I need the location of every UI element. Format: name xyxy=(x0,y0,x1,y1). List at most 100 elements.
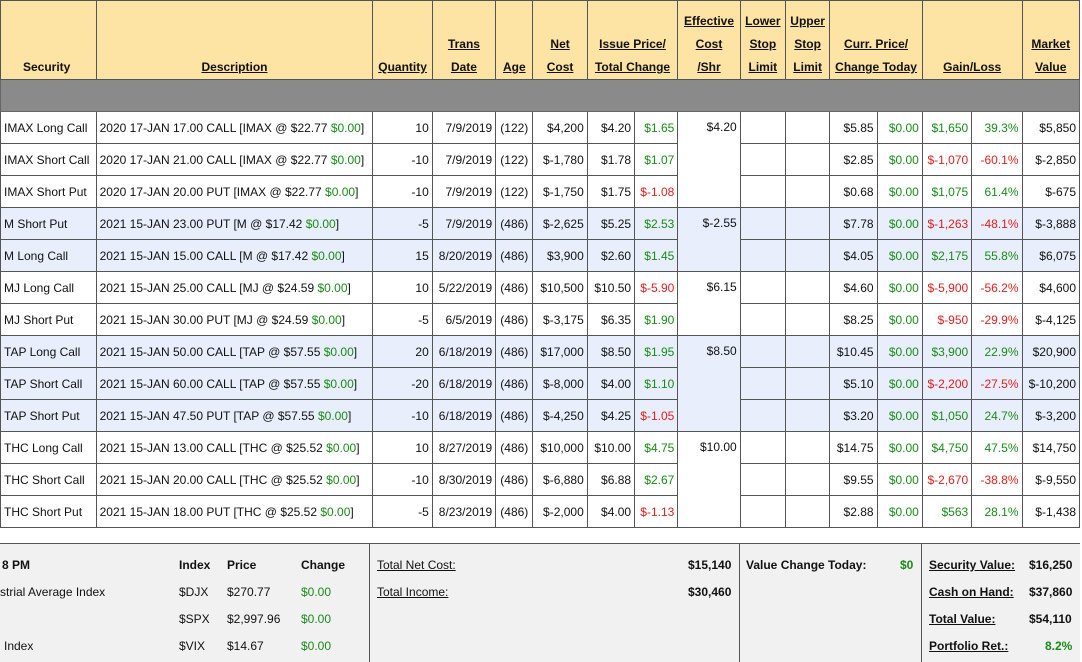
upper-stop-cell[interactable] xyxy=(784,271,831,304)
col-net-cost[interactable]: Net Cost xyxy=(532,0,588,80)
col-trans-date[interactable]: Trans Date xyxy=(431,0,497,80)
effective-cost-header-line2[interactable]: Cost xyxy=(695,37,723,51)
quantity-cell: -10 xyxy=(372,463,433,496)
total-change-cell: $1.95 xyxy=(634,335,679,368)
net-cost-cell: $4,200 xyxy=(532,111,588,144)
upper-stop-cell[interactable] xyxy=(784,175,831,208)
market-value-cell: $-10,200 xyxy=(1021,367,1080,400)
trans-date-header-line2[interactable]: Date xyxy=(450,60,477,74)
col-description[interactable]: Description xyxy=(95,0,374,80)
effective-cost-header-line3[interactable]: /Shr xyxy=(697,60,721,74)
lower-stop-header-line1[interactable]: Lower xyxy=(745,14,781,28)
description-header-link[interactable]: Description xyxy=(201,60,268,74)
lower-stop-cell[interactable] xyxy=(739,111,786,144)
position-row: THC Short Put 2021 15-JAN 18.00 PUT [THC … xyxy=(0,495,1080,528)
col-upper-stop[interactable]: Upper Stop Limit xyxy=(784,0,831,80)
upper-stop-cell[interactable] xyxy=(784,463,831,496)
col-gain-loss[interactable]: Gain/Loss xyxy=(921,0,1023,80)
index-header: Index xyxy=(179,558,211,572)
upper-stop-cell[interactable] xyxy=(784,431,831,464)
upper-stop-cell[interactable] xyxy=(784,239,831,272)
underlying-change: $0.00 xyxy=(320,504,351,519)
age-header-link[interactable]: Age xyxy=(502,60,526,74)
lower-stop-header-line2[interactable]: Stop xyxy=(749,37,777,51)
change-today-cell: $0.00 xyxy=(876,399,923,432)
header-row: Security Description Quantity Trans Date … xyxy=(0,0,1080,80)
lower-stop-cell[interactable] xyxy=(739,399,786,432)
col-issue-price[interactable]: Issue Price/Total Change xyxy=(586,0,679,80)
lower-stop-cell[interactable] xyxy=(739,175,786,208)
underlying-change: $0.00 xyxy=(311,248,342,263)
effective-cost-header-line1[interactable]: Effective xyxy=(683,14,735,28)
lower-stop-cell[interactable] xyxy=(739,239,786,272)
upper-stop-cell[interactable] xyxy=(784,335,831,368)
net-cost-cell: $10,500 xyxy=(532,271,588,304)
upper-stop-header-line1[interactable]: Upper xyxy=(790,14,825,28)
net-cost-header-line2[interactable]: Cost xyxy=(546,60,574,74)
col-curr-price[interactable]: Curr. Price/Change Today xyxy=(829,0,923,80)
lower-stop-cell[interactable] xyxy=(739,431,786,464)
market-value-cell: $4,600 xyxy=(1021,271,1080,304)
cash-on-hand-label[interactable]: Cash on Hand: xyxy=(929,585,1014,599)
description-text: 2021 15-JAN 23.00 PUT [M @ $17.42 xyxy=(99,216,303,231)
security-value-label[interactable]: Security Value: xyxy=(929,558,1016,572)
col-market-value[interactable]: Market Value xyxy=(1021,0,1080,80)
trans-date-cell: 6/18/2019 xyxy=(431,367,497,400)
description-close-bracket: ] xyxy=(347,408,352,423)
upper-stop-cell[interactable] xyxy=(784,143,831,176)
market-value-header-line1[interactable]: Market xyxy=(1031,37,1071,51)
index-name: Index xyxy=(4,639,34,653)
lower-stop-cell[interactable] xyxy=(739,271,786,304)
net-cost-header-line1[interactable]: Net xyxy=(550,37,570,51)
lower-stop-cell[interactable] xyxy=(739,495,786,528)
gain-loss-header-link[interactable]: Gain/Loss xyxy=(943,60,1002,74)
market-value-header-line2[interactable]: Value xyxy=(1035,60,1067,74)
portfolio-return-label[interactable]: Portfolio Ret.: xyxy=(929,639,1009,653)
trans-date-header-line1[interactable]: Trans xyxy=(447,37,480,51)
upper-stop-header-line2[interactable]: Stop xyxy=(794,37,821,51)
upper-stop-cell[interactable] xyxy=(784,303,831,336)
total-income-label[interactable]: Total Income: xyxy=(377,585,449,599)
issue-price-header-line1[interactable]: Issue Price/ xyxy=(599,37,666,51)
security-cell: MJ Long Call xyxy=(0,271,97,304)
security-name: M Short Put xyxy=(4,216,68,231)
total-change-cell: $-5.90 xyxy=(634,271,679,304)
lower-stop-cell[interactable] xyxy=(739,207,786,240)
index-price: $270.77 xyxy=(227,585,271,599)
upper-stop-cell[interactable] xyxy=(784,207,831,240)
net-cost-cell: $10,000 xyxy=(532,431,588,464)
group-band xyxy=(0,79,1080,112)
lower-stop-cell[interactable] xyxy=(739,335,786,368)
trans-date-cell: 5/22/2019 xyxy=(431,271,497,304)
lower-stop-cell[interactable] xyxy=(739,303,786,336)
gain-loss-percent-cell: -56.2% xyxy=(971,271,1023,304)
lower-stop-cell[interactable] xyxy=(739,367,786,400)
lower-stop-header-line3[interactable]: Limit xyxy=(748,60,778,74)
col-quantity[interactable]: Quantity xyxy=(372,0,433,80)
upper-stop-header-line3[interactable]: Limit xyxy=(793,60,822,74)
upper-stop-cell[interactable] xyxy=(784,399,831,432)
quantity-header-link[interactable]: Quantity xyxy=(378,60,427,74)
curr-price-header-line2[interactable]: Change Today xyxy=(835,60,917,74)
col-effective-cost[interactable]: Effective Cost/Shr xyxy=(677,0,741,80)
curr-price-header-line1[interactable]: Curr. Price/ xyxy=(844,37,909,51)
quantity-cell: -5 xyxy=(372,495,433,528)
market-value-cell: $5,850 xyxy=(1021,111,1080,144)
description-text: 2021 15-JAN 25.00 CALL [MJ @ $24.59 xyxy=(99,280,315,295)
upper-stop-cell[interactable] xyxy=(784,367,831,400)
total-value-label[interactable]: Total Value: xyxy=(929,612,996,626)
issue-price-header-line2[interactable]: Total Change xyxy=(594,60,671,74)
upper-stop-cell[interactable] xyxy=(784,111,831,144)
lower-stop-cell[interactable] xyxy=(739,463,786,496)
col-age[interactable]: Age xyxy=(495,0,534,80)
col-lower-stop[interactable]: Lower Stop Limit xyxy=(739,0,786,80)
description-cell: 2021 15-JAN 15.00 CALL [M @ $17.42 $0.00… xyxy=(95,239,374,272)
upper-stop-cell[interactable] xyxy=(784,495,831,528)
security-cell: THC Long Call xyxy=(0,431,97,464)
total-net-cost-label[interactable]: Total Net Cost: xyxy=(377,558,456,572)
change-today-cell: $0.00 xyxy=(876,143,923,176)
gain-loss-percent-cell: 47.5% xyxy=(971,431,1023,464)
lower-stop-cell[interactable] xyxy=(739,143,786,176)
quantity-cell: 15 xyxy=(372,239,433,272)
net-cost-cell: $-1,780 xyxy=(532,143,588,176)
